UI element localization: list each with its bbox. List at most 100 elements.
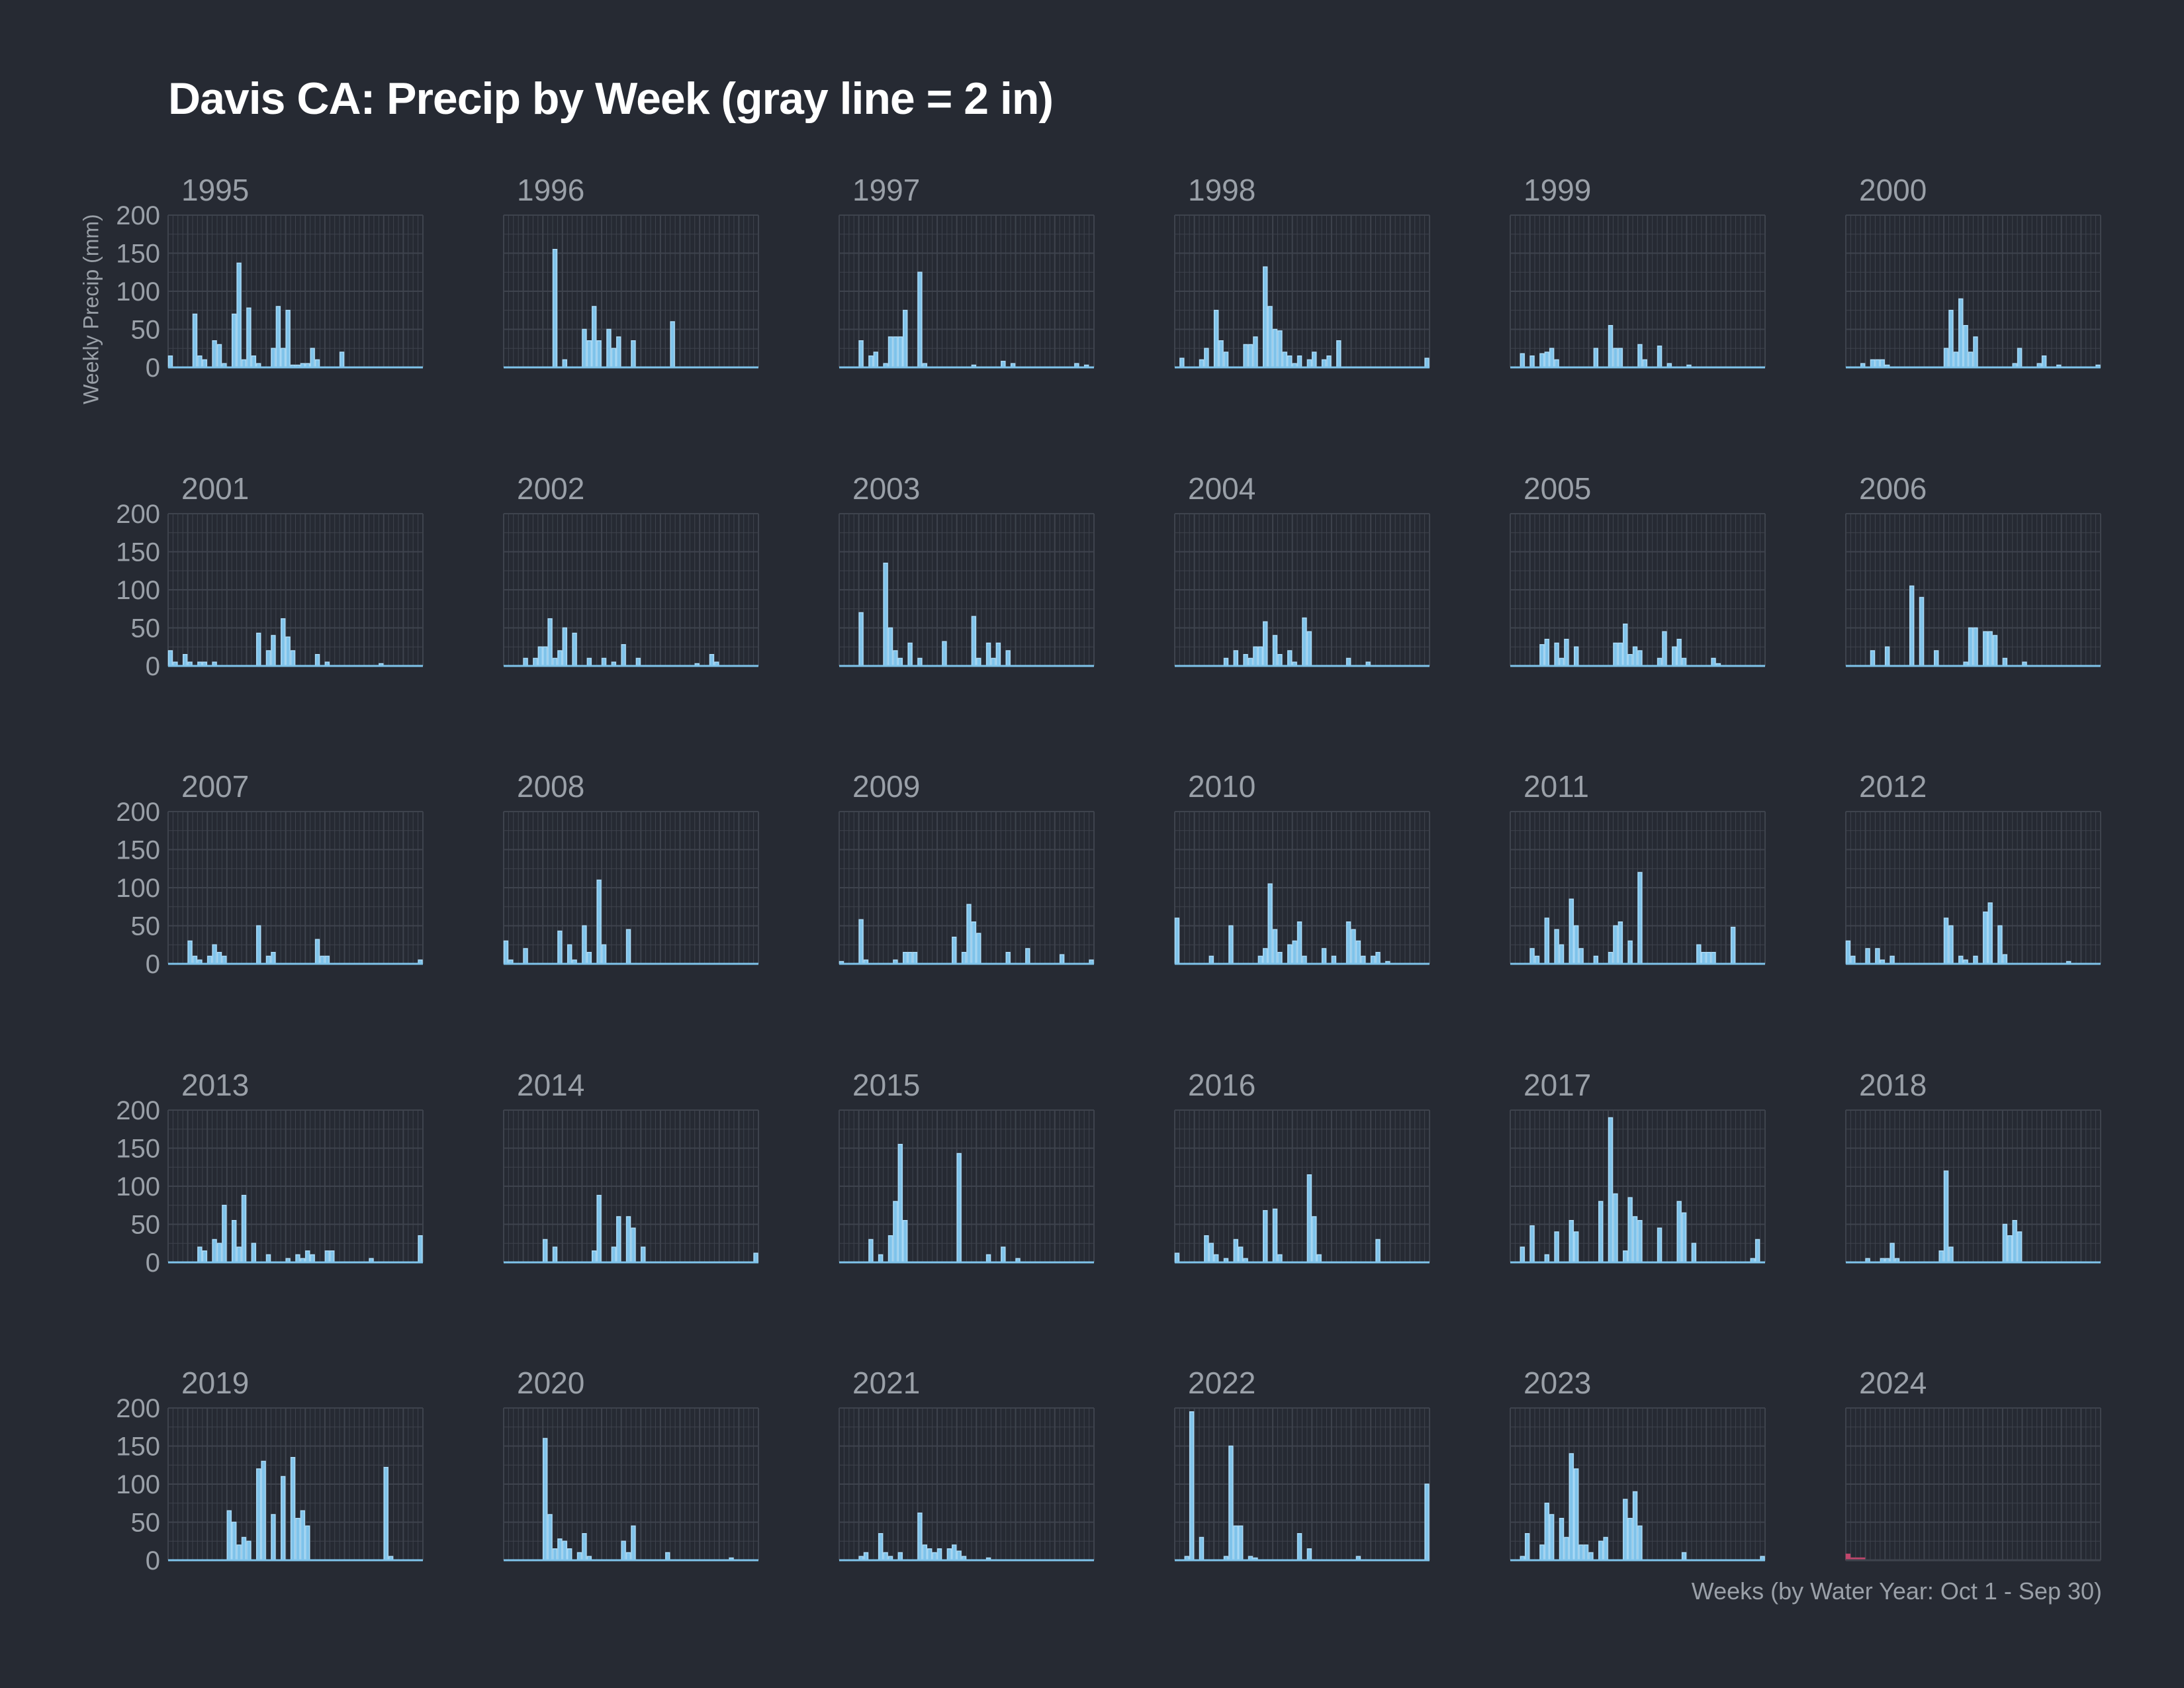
bar <box>1569 1220 1574 1263</box>
bar <box>523 948 528 964</box>
bar <box>1884 646 1890 667</box>
bar <box>1554 359 1559 368</box>
facet-title: 2000 <box>1859 173 1927 207</box>
bar <box>1672 646 1677 667</box>
bar <box>1174 917 1180 964</box>
facet-title: 2003 <box>852 471 920 506</box>
bar <box>586 657 592 667</box>
bar <box>295 1254 300 1263</box>
facet-title: 2004 <box>1188 471 1255 506</box>
bar <box>621 644 626 667</box>
facet-title: 2011 <box>1524 769 1589 804</box>
bar <box>582 1533 587 1561</box>
bar <box>310 348 315 368</box>
bar <box>1233 1239 1239 1263</box>
bar <box>1223 657 1229 667</box>
bar <box>1613 1193 1618 1263</box>
bar <box>995 642 1001 667</box>
bar <box>567 944 572 964</box>
bar <box>1213 310 1219 368</box>
bar <box>1549 1514 1555 1561</box>
bar <box>1676 639 1682 667</box>
bar <box>542 1438 548 1561</box>
facet-title: 2009 <box>852 769 920 804</box>
bar <box>192 313 198 368</box>
bar <box>616 336 621 368</box>
bar <box>1257 955 1263 964</box>
bar <box>1608 952 1614 964</box>
bar <box>1681 1552 1687 1561</box>
bar <box>927 1548 933 1561</box>
bar <box>222 955 227 964</box>
facet-title: 2019 <box>181 1366 249 1400</box>
bar <box>187 940 193 964</box>
bar <box>1208 955 1214 964</box>
bar <box>1968 627 1974 667</box>
bar <box>956 1152 962 1263</box>
y-tick-label: 200 <box>116 798 160 827</box>
bar <box>222 1205 227 1263</box>
y-tick-label: 50 <box>131 316 161 345</box>
bar <box>1973 627 1978 667</box>
facet-title: 1999 <box>1524 173 1591 207</box>
bar <box>1623 1499 1628 1561</box>
bar <box>912 952 918 964</box>
y-tick-label: 0 <box>146 353 160 383</box>
bar <box>936 1548 942 1561</box>
bar <box>567 1548 572 1561</box>
bar <box>2002 657 2008 667</box>
bar <box>621 1540 626 1561</box>
bar <box>503 940 509 964</box>
y-tick-label: 200 <box>116 500 160 529</box>
bar <box>241 1536 247 1561</box>
bar <box>1588 1552 1594 1561</box>
bar <box>1263 948 1268 964</box>
bar <box>971 921 977 964</box>
bar <box>236 262 242 368</box>
bar <box>1204 348 1209 368</box>
bar <box>1627 654 1633 667</box>
bar <box>1865 948 1870 964</box>
bar <box>1554 642 1559 667</box>
bar <box>1025 948 1030 964</box>
bar <box>1544 1503 1549 1561</box>
bar <box>562 359 567 368</box>
bar <box>1598 1201 1604 1263</box>
bar <box>1306 631 1312 667</box>
facet-title: 2001 <box>181 471 249 506</box>
bar <box>324 1250 330 1263</box>
bar <box>858 340 864 368</box>
bar <box>562 627 567 667</box>
bar <box>1248 344 1253 368</box>
bar <box>625 1216 631 1263</box>
bar <box>1870 359 1876 368</box>
bar <box>236 1544 242 1561</box>
facet-title: 2005 <box>1524 471 1591 506</box>
bar <box>1997 925 2003 964</box>
facet-title: 2023 <box>1524 1366 1591 1400</box>
bar <box>523 657 528 667</box>
bar <box>1238 1525 1244 1561</box>
bar <box>917 1512 923 1561</box>
bar <box>1593 348 1599 368</box>
bar <box>1208 1243 1214 1263</box>
bar <box>1968 352 1974 368</box>
bar <box>1880 359 1885 368</box>
bar <box>1272 929 1278 964</box>
bar <box>1233 1525 1239 1561</box>
bar <box>271 635 276 667</box>
bar <box>1238 1246 1244 1263</box>
bar <box>1424 1483 1430 1561</box>
bar <box>1306 1174 1312 1263</box>
bar <box>1263 1210 1268 1263</box>
facet-title: 2007 <box>181 769 249 804</box>
bar <box>1578 948 1584 964</box>
bar <box>271 348 276 368</box>
bar <box>582 925 587 964</box>
bar <box>1544 352 1549 368</box>
bar <box>202 1250 207 1263</box>
bar <box>1958 955 1964 964</box>
bar <box>1361 955 1366 964</box>
bar <box>557 650 563 667</box>
